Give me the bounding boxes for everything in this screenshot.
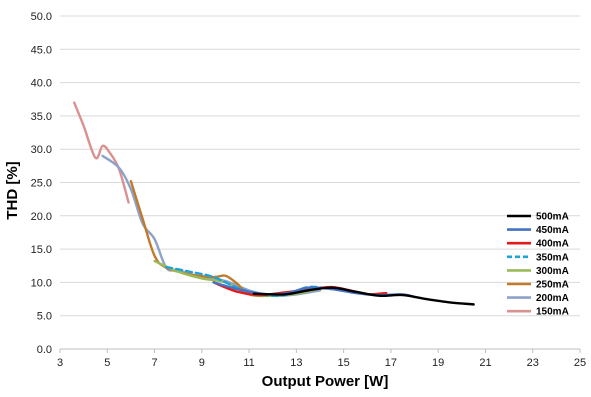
y-tick-label: 50.0	[31, 11, 52, 23]
legend-label-500mA: 500mA	[536, 212, 569, 223]
legend-label-150mA: 150mA	[536, 307, 569, 318]
y-tick-label: 20.0	[31, 211, 52, 223]
x-tick-label: 21	[479, 357, 491, 369]
axes	[59, 348, 581, 353]
x-tick-label: 19	[432, 357, 444, 369]
gridlines	[60, 15, 580, 317]
series-line-150mA	[72, 101, 130, 204]
x-tick-label: 3	[57, 357, 63, 369]
x-tick-label: 9	[199, 357, 205, 369]
x-tick-label: 5	[104, 357, 110, 369]
series-lines	[72, 101, 475, 306]
legend: 500mA 450mA 400mA 350mA 300mA 250mA 200mA 150mA	[507, 212, 569, 318]
tick-labels: 0.0 5.0 10.0 15.0 20.0 25.0 30.0 35.0 40.0 45.0 50…	[31, 11, 587, 369]
y-axis-label: THD [%]	[4, 161, 21, 219]
x-tick-label: 7	[151, 357, 157, 369]
y-tick-label: 15.0	[31, 244, 52, 256]
legend-label-450mA: 450mA	[536, 225, 569, 236]
legend-label-300mA: 300mA	[536, 266, 569, 277]
x-axis-label: Output Power [W]	[262, 373, 389, 390]
y-tick-label: 25.0	[31, 178, 52, 190]
x-tick-label: 25	[574, 357, 586, 369]
legend-label-400mA: 400mA	[536, 239, 569, 250]
x-tick-label: 13	[290, 357, 302, 369]
y-tick-label: 45.0	[31, 44, 52, 56]
x-tick-label: 11	[243, 357, 254, 369]
x-tick-label: 23	[527, 357, 539, 369]
legend-label-350mA: 350mA	[536, 252, 569, 263]
series-line-500mA	[252, 286, 475, 306]
legend-label-200mA: 200mA	[536, 293, 569, 304]
series-line-200mA	[101, 154, 322, 298]
x-tick-label: 15	[338, 357, 350, 369]
y-tick-label: 35.0	[31, 111, 52, 123]
series-line-350mA	[165, 265, 357, 297]
y-tick-label: 0.0	[37, 344, 52, 356]
y-tick-label: 5.0	[37, 311, 52, 323]
y-tick-label: 10.0	[31, 277, 52, 289]
y-tick-label: 30.0	[31, 144, 52, 156]
x-tick-label: 17	[385, 357, 397, 369]
y-tick-label: 40.0	[31, 78, 52, 90]
legend-label-250mA: 250mA	[536, 280, 569, 291]
